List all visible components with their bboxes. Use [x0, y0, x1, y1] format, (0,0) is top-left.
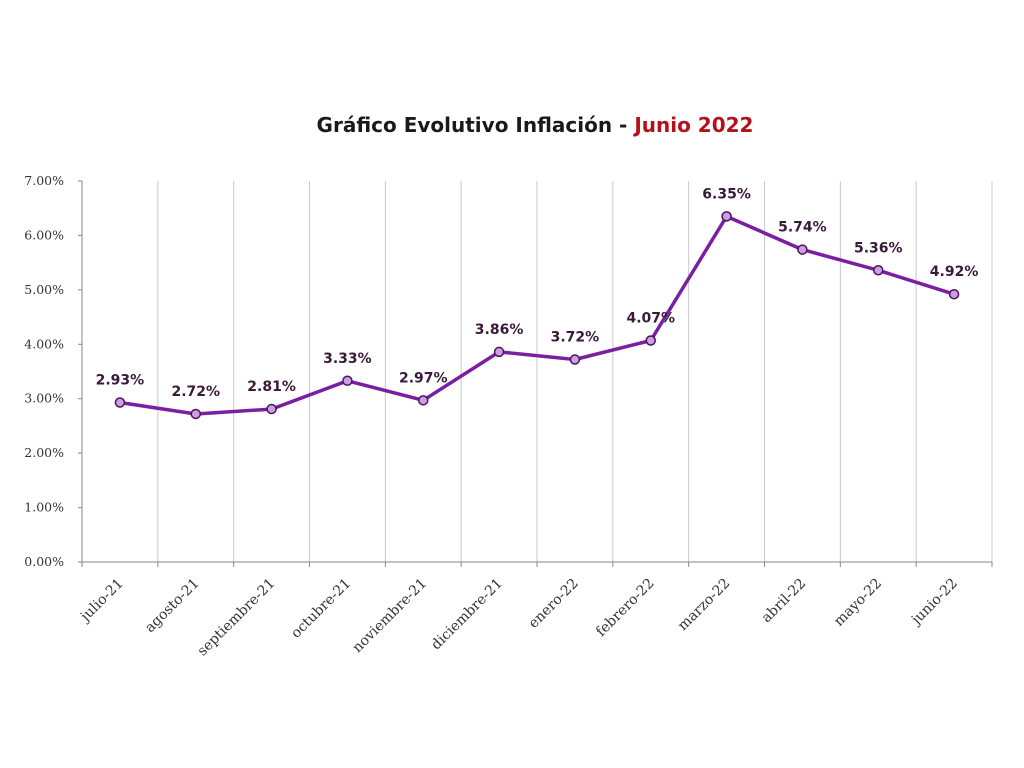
x-tick-label: mayo-22 — [831, 576, 885, 630]
data-label: 2.72% — [171, 384, 220, 400]
x-tick-label: marzo-22 — [675, 576, 733, 634]
data-point-marker — [190, 408, 201, 420]
data-point-marker — [797, 244, 808, 255]
data-label: 5.36% — [854, 240, 903, 256]
data-label: 2.93% — [96, 373, 145, 389]
x-tick-label: julio-21 — [76, 576, 126, 626]
y-tick-label: 2.00% — [24, 445, 64, 460]
data-point-marker — [721, 211, 732, 222]
y-tick-label: 1.00% — [24, 500, 64, 515]
data-point-marker — [266, 403, 277, 415]
data-label: 4.07% — [626, 310, 675, 326]
x-tick-label: abril-22 — [759, 576, 810, 627]
data-point-marker — [418, 395, 429, 406]
data-point-marker — [645, 335, 656, 346]
chart-title-main: Gráfico Evolutivo Inflación - — [316, 113, 635, 137]
data-point-marker — [342, 375, 353, 387]
chart-title: Gráfico Evolutivo Inflación - Junio 2022 — [0, 113, 1024, 137]
data-label: 6.35% — [702, 186, 751, 202]
y-tick-label: 7.00% — [24, 173, 64, 188]
x-tick-label: noviembre-21 — [350, 576, 431, 657]
x-tick-label: agosto-21 — [142, 576, 202, 636]
y-tick-label: 3.00% — [24, 391, 64, 406]
x-tick-label: febrero-22 — [593, 576, 657, 640]
y-tick-label: 0.00% — [24, 554, 64, 569]
x-tick-label: diciembre-21 — [428, 576, 506, 654]
data-label: 4.92% — [930, 264, 979, 280]
data-label: 2.81% — [247, 379, 296, 395]
data-point-marker — [948, 288, 960, 300]
data-label: 5.74% — [778, 220, 827, 236]
data-point-marker — [873, 265, 884, 276]
y-tick-label: 6.00% — [24, 227, 64, 242]
series-line — [118, 214, 956, 416]
y-tick-label: 5.00% — [24, 282, 64, 297]
data-label: 3.33% — [323, 351, 372, 367]
x-tick-label: octubre-21 — [288, 576, 354, 642]
x-tick-label: enero-22 — [526, 576, 582, 632]
data-point-marker — [114, 397, 126, 408]
data-point-marker — [493, 346, 505, 358]
data-label: 2.97% — [399, 370, 448, 386]
data-point-marker — [569, 354, 581, 365]
data-label: 3.72% — [551, 330, 600, 346]
chart-title-accent: Junio 2022 — [634, 113, 754, 137]
data-label: 3.86% — [475, 322, 524, 338]
x-tick-label: septiembre-21 — [195, 576, 279, 660]
x-tick-label: junio-22 — [907, 576, 961, 630]
y-tick-label: 4.00% — [24, 336, 64, 351]
